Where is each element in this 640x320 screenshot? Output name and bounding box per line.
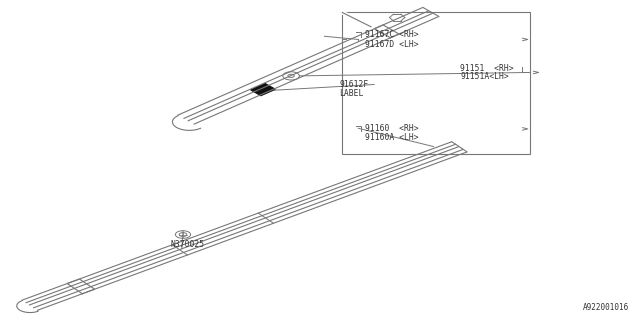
Polygon shape <box>251 84 275 96</box>
Text: 91612F: 91612F <box>339 80 369 89</box>
Text: A922001016: A922001016 <box>583 303 629 312</box>
Text: 91167C <RH>: 91167C <RH> <box>365 30 418 39</box>
Text: 91160  <RH>: 91160 <RH> <box>365 124 418 133</box>
FancyBboxPatch shape <box>342 12 531 154</box>
Text: 91160A <LH>: 91160A <LH> <box>365 133 418 142</box>
Text: N370025: N370025 <box>170 240 204 249</box>
Text: 91151A<LH>: 91151A<LH> <box>460 72 509 81</box>
Text: LABEL: LABEL <box>339 89 364 98</box>
Text: 91167D <LH>: 91167D <LH> <box>365 40 418 49</box>
Text: 91151  <RH>: 91151 <RH> <box>460 63 514 73</box>
